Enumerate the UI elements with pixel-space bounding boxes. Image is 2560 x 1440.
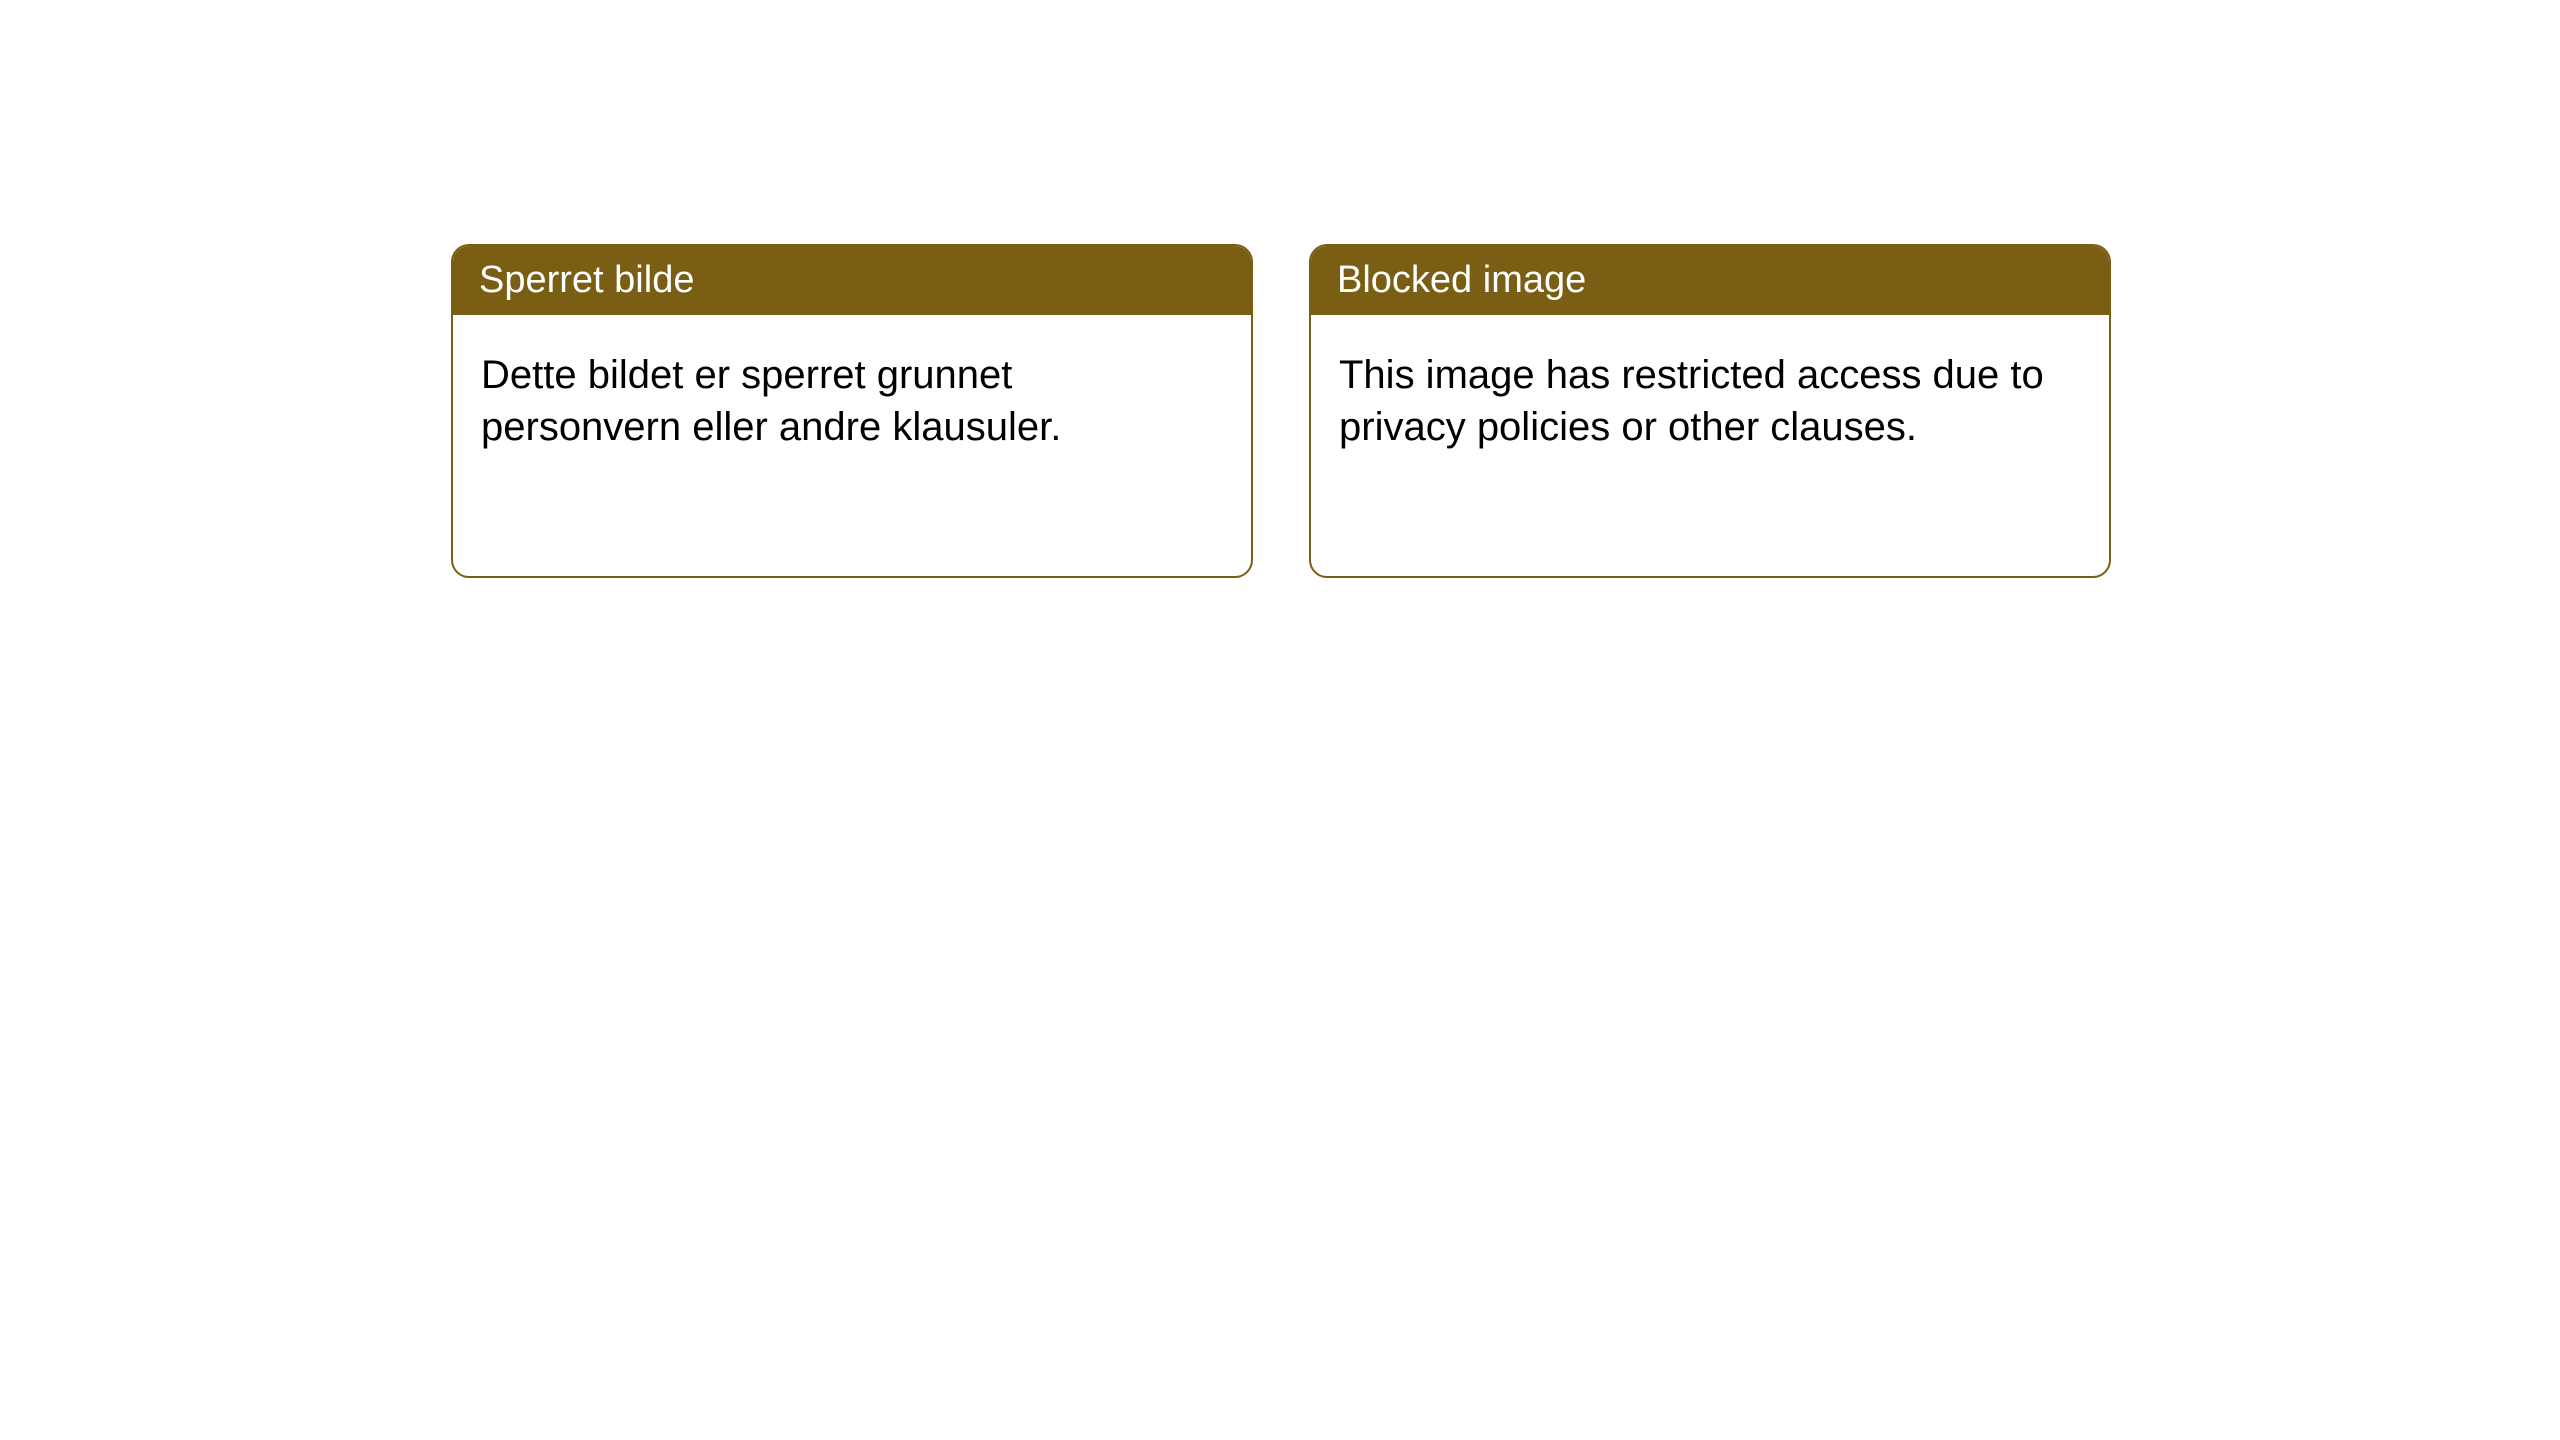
card-title: Sperret bilde (479, 259, 694, 301)
card-body-text: Dette bildet er sperret grunnet personve… (481, 353, 1061, 449)
card-header: Blocked image (1311, 246, 2109, 315)
card-body: Dette bildet er sperret grunnet personve… (453, 315, 1251, 487)
card-body-text: This image has restricted access due to … (1339, 353, 2044, 449)
card-body: This image has restricted access due to … (1311, 315, 2109, 487)
card-header: Sperret bilde (453, 246, 1251, 315)
cards-container: Sperret bilde Dette bildet er sperret gr… (0, 0, 2560, 578)
card-title: Blocked image (1337, 259, 1586, 301)
blocked-image-card-en: Blocked image This image has restricted … (1309, 244, 2111, 578)
blocked-image-card-no: Sperret bilde Dette bildet er sperret gr… (451, 244, 1253, 578)
